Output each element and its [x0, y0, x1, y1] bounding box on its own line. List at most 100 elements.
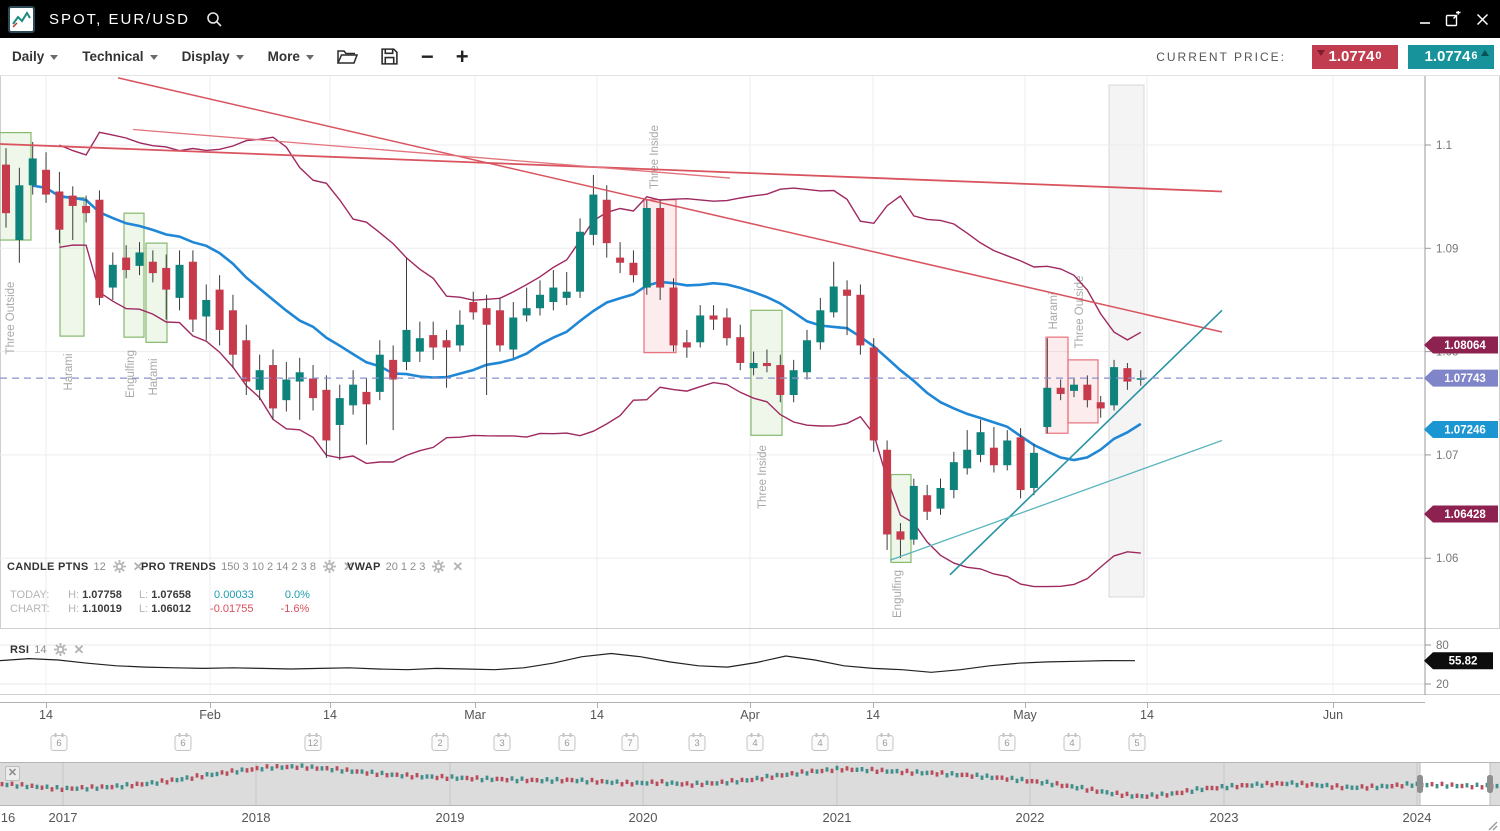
close-icon[interactable]: ✕: [452, 558, 464, 574]
menu-more[interactable]: More: [268, 49, 314, 64]
resize-grip[interactable]: [1486, 818, 1498, 831]
pattern-box[interactable]: [59, 197, 85, 337]
axis-tick: [1333, 703, 1334, 708]
candle: [989, 427, 998, 473]
year-label: 2022: [1015, 810, 1045, 825]
current-price-label: CURRENT PRICE:: [1156, 49, 1286, 64]
search-icon[interactable]: [206, 11, 223, 28]
vwap-label: VWAP: [347, 560, 381, 573]
zoom-in-button[interactable]: +: [455, 43, 469, 69]
price-tick-label: 1.07: [1436, 450, 1458, 462]
candle: [856, 284, 865, 355]
pattern-box[interactable]: [123, 212, 145, 338]
popout-button[interactable]: [1445, 11, 1462, 27]
navigator-background[interactable]: [0, 762, 1500, 806]
candle: [255, 354, 264, 401]
main-chart: Three Outside Harami Engulfing Harami Three …: [0, 76, 1498, 628]
candle: [1123, 362, 1132, 390]
calendar-pattern-badge[interactable]: 6: [998, 733, 1016, 751]
gear-icon[interactable]: [53, 643, 67, 656]
time-axis[interactable]: 14 Feb 14 Mar 14 Apr 14 May 14 Jun 6 6 12 2 3 6 7 3 4 4 6 6 4 5: [0, 695, 1500, 762]
trend-line[interactable]: [117, 77, 1223, 333]
calendar-pattern-badge[interactable]: 12: [304, 733, 322, 751]
candle: [309, 365, 318, 411]
trend-line[interactable]: [949, 309, 1223, 576]
candle: [228, 294, 237, 369]
candle: [976, 419, 985, 463]
time-tick-label: Feb: [199, 708, 221, 722]
axis-tick: [750, 703, 751, 708]
overview-navigator[interactable]: [0, 762, 1500, 806]
pro-trends-label: PRO TRENDS: [141, 560, 217, 573]
pattern-box[interactable]: [890, 473, 912, 563]
time-tick-label: 14: [1140, 708, 1154, 722]
rsi-label: RSI: [10, 643, 30, 656]
candle: [415, 321, 424, 362]
candle: [42, 152, 51, 203]
candle: [242, 324, 251, 396]
close-button[interactable]: [1475, 12, 1490, 27]
close-icon[interactable]: ✕: [342, 558, 354, 574]
candle: [455, 310, 464, 352]
viewport-left-handle[interactable]: [1417, 775, 1423, 793]
candle: [1029, 443, 1038, 496]
save-icon[interactable]: [380, 47, 399, 66]
calendar-pattern-badge[interactable]: 2: [431, 733, 449, 751]
time-tick-label: May: [1013, 708, 1037, 722]
calendar-pattern-badge[interactable]: 6: [558, 733, 576, 751]
price-badge: [1424, 421, 1498, 439]
viewport-right-handle[interactable]: [1487, 775, 1493, 793]
close-icon[interactable]: ✕: [73, 641, 85, 657]
calendar-pattern-badge[interactable]: 6: [174, 733, 192, 751]
candle: [549, 270, 558, 311]
minimize-button[interactable]: [1418, 12, 1432, 26]
menu-technical[interactable]: Technical: [82, 49, 158, 64]
zoom-out-button[interactable]: −: [420, 43, 434, 69]
navigator-close-button[interactable]: ✕: [5, 766, 20, 781]
candle: [589, 174, 598, 246]
calendar-pattern-badge[interactable]: 5: [1128, 733, 1146, 751]
navigator-viewport[interactable]: [1419, 762, 1491, 806]
candle: [909, 478, 918, 545]
close-icon[interactable]: ✕: [132, 558, 144, 574]
candle: [202, 284, 211, 341]
trend-lines: [0, 77, 1223, 576]
calendar-pattern-badge[interactable]: 4: [811, 733, 829, 751]
trend-line[interactable]: [132, 128, 731, 179]
bid-price-badge: 1.0774 0: [1312, 44, 1398, 69]
arrow-down-icon: [1317, 49, 1325, 56]
calendar-pattern-badge[interactable]: 3: [688, 733, 706, 751]
trend-line[interactable]: [0, 143, 1223, 193]
year-label: 16: [0, 810, 16, 825]
candle: [576, 218, 585, 298]
calendar-pattern-badge[interactable]: 4: [1063, 733, 1081, 751]
gear-icon[interactable]: [432, 560, 446, 573]
calendar-pattern-badge[interactable]: 4: [746, 733, 764, 751]
candle: [282, 361, 291, 412]
candle: [1110, 359, 1119, 411]
gear-icon[interactable]: [112, 560, 126, 573]
price-badge: [1424, 505, 1498, 523]
candle: [495, 297, 504, 352]
candle: [522, 287, 531, 322]
candle: [335, 384, 344, 461]
candle: [215, 275, 224, 346]
pattern-box[interactable]: [145, 242, 168, 343]
calendar-pattern-badge[interactable]: 6: [876, 733, 894, 751]
gridlines: [0, 76, 1425, 628]
pattern-box[interactable]: [1067, 359, 1099, 424]
calendar-pattern-badge[interactable]: 3: [493, 733, 511, 751]
candle: [362, 378, 371, 445]
gear-icon[interactable]: [322, 560, 336, 573]
candle: [402, 257, 411, 371]
menu-display[interactable]: Display: [182, 49, 244, 64]
calendar-pattern-badge[interactable]: 6: [50, 733, 68, 751]
legend-pro-trends: PRO TRENDS 150 3 10 2 14 2 3 8 ✕: [141, 558, 354, 574]
candle: [896, 523, 905, 559]
candle: [629, 250, 638, 283]
open-folder-icon[interactable]: [336, 48, 358, 66]
menu-timeframe[interactable]: Daily: [12, 49, 59, 64]
legend-rsi: RSI 14 ✕: [10, 641, 85, 657]
calendar-pattern-badge[interactable]: 7: [621, 733, 639, 751]
trend-line[interactable]: [889, 439, 1223, 561]
